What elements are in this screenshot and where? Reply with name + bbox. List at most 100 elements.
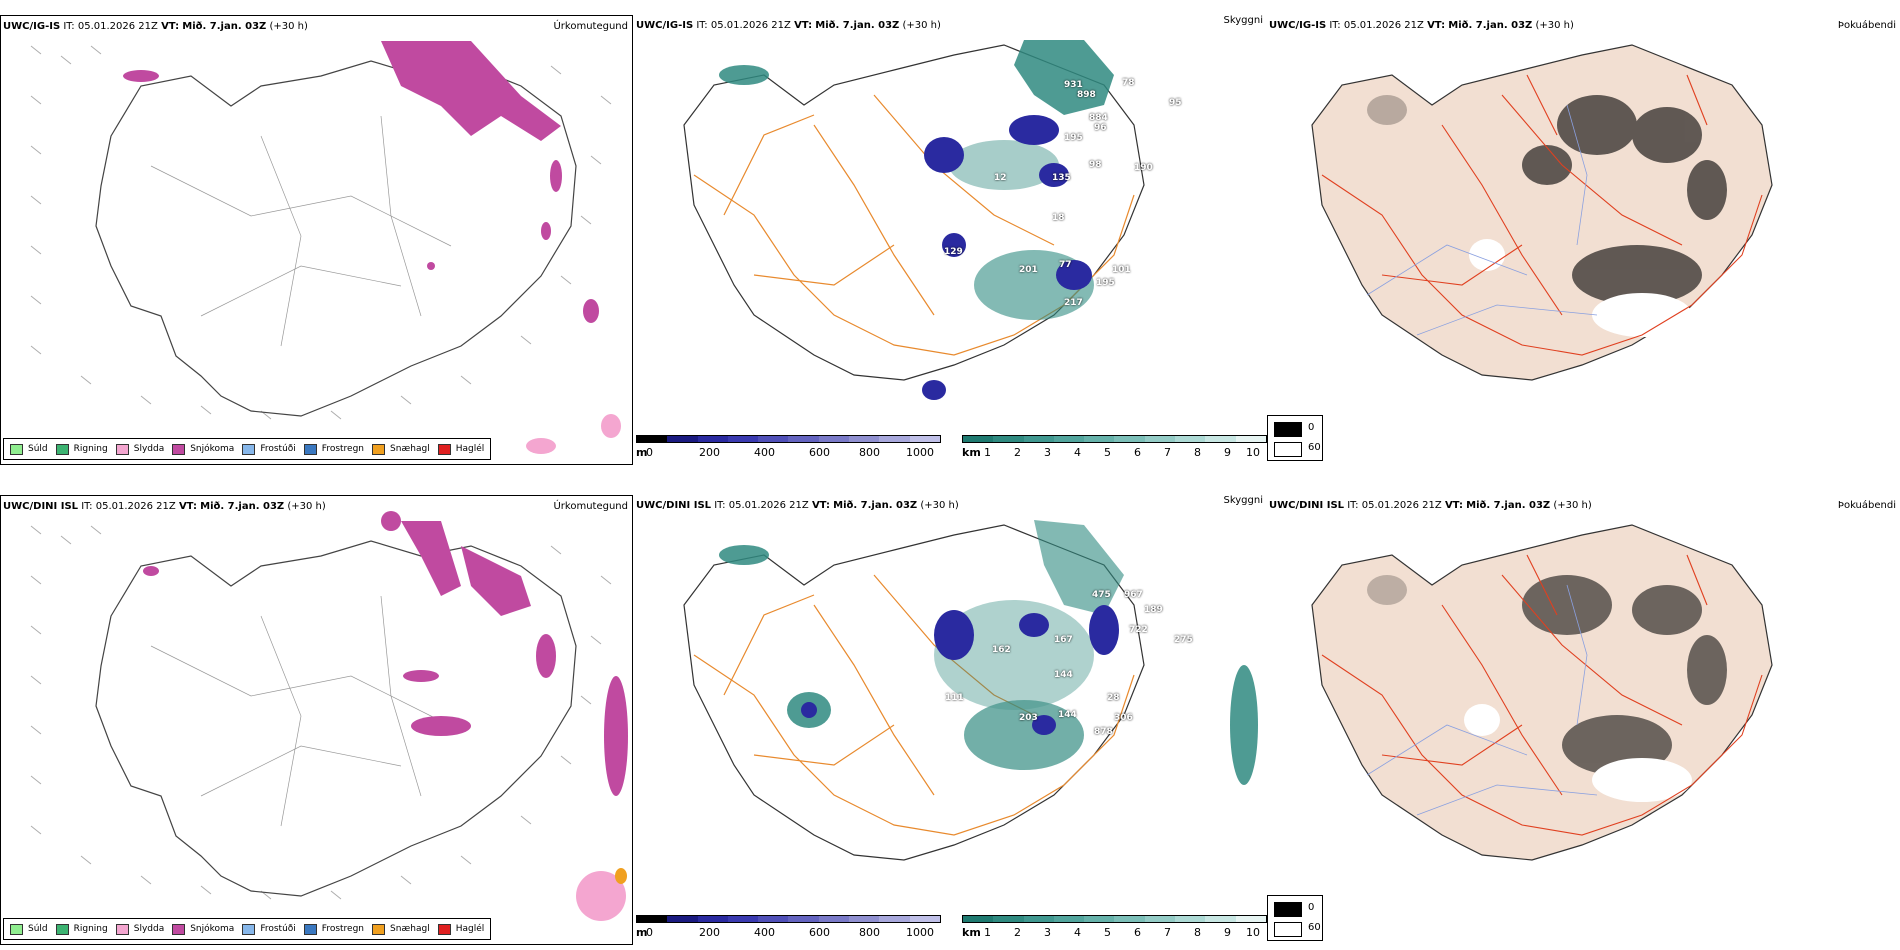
visibility-tick: 1 — [984, 446, 991, 459]
panel-title-fog-row1: Þokuábendi — [1837, 20, 1896, 31]
visibility-tick: 6 — [1134, 926, 1141, 939]
map-value-label: 135 — [1052, 173, 1071, 183]
precip-map-row2 — [30, 511, 628, 921]
map-value-label: 195 — [1096, 278, 1115, 288]
map-value-label: 162 — [992, 645, 1011, 655]
visibility-tick: 3 — [1044, 446, 1051, 459]
visibility-tick: 5 — [1104, 926, 1111, 939]
map-value-label: 12 — [994, 173, 1007, 183]
height-tick: 400 — [754, 926, 775, 939]
height-tick: 800 — [859, 446, 880, 459]
height-tick: 0 — [646, 446, 653, 459]
precip-legend-row2: Súld Rigning Slydda Snjókoma Frostúði Fr… — [3, 918, 492, 940]
legend-item-snaehagl: Snæhagl — [372, 923, 430, 935]
visibility-tick: 5 — [1104, 446, 1111, 459]
legend-item-snjokoma: Snjókoma — [172, 443, 234, 455]
height-tick: 0 — [646, 926, 653, 939]
visibility-panel-row2: UWC/DINI ISL IT: 05.01.2026 21Z VT: Mið.… — [634, 495, 1267, 945]
map-value-label: 78 — [1122, 78, 1135, 88]
visibility-map-row1 — [683, 40, 1145, 400]
visibility-tick: 3 — [1044, 926, 1051, 939]
header-row2-precip: UWC/DINI ISL IT: 05.01.2026 21Z VT: Mið.… — [3, 501, 326, 512]
map-value-label: 129 — [944, 247, 963, 257]
header-row1-fog: UWC/IG-IS IT: 05.01.2026 21Z VT: Mið. 7.… — [1269, 20, 1574, 31]
visibility-panel-row1: UWC/IG-IS IT: 05.01.2026 21Z VT: Mið. 7.… — [634, 15, 1267, 465]
visibility-tick: 7 — [1164, 926, 1171, 939]
visibility-tick: 2 — [1014, 446, 1021, 459]
legend-item-sudl: Súld — [10, 923, 48, 935]
visibility-tick: 2 — [1014, 926, 1021, 939]
legend-item-frostregn: Frostregn — [303, 923, 364, 935]
map-value-label: 28 — [1107, 693, 1120, 703]
fog-map-row2 — [1311, 524, 1773, 861]
visibility-tick: 4 — [1074, 926, 1081, 939]
visibility-tick: 10 — [1246, 926, 1260, 939]
map-value-label: 77 — [1059, 260, 1072, 270]
height-tick: 600 — [809, 926, 830, 939]
iceland-outline — [95, 60, 577, 417]
legend-item-snaehagl: Snæhagl — [372, 443, 430, 455]
legend-item-sudl: Súld — [10, 443, 48, 455]
visibility-tick: 9 — [1224, 446, 1231, 459]
precip-legend-row1: Súld Rigning Slydda Snjókoma Frostúði Fr… — [3, 438, 492, 460]
visibility-tick: 8 — [1194, 926, 1201, 939]
visibility-tick: 6 — [1134, 446, 1141, 459]
height-tick: 200 — [699, 926, 720, 939]
precip-type-panel-row1: UWC/IG-IS IT: 05.01.2026 21Z VT: Mið. 7.… — [0, 15, 633, 465]
map-value-label: 144 — [1054, 670, 1073, 680]
map-value-label: 475 — [1092, 590, 1111, 600]
visibility-unit: km — [962, 926, 981, 939]
map-value-label: 967 — [1124, 590, 1143, 600]
visibility-tick: 8 — [1194, 446, 1201, 459]
precip-type-panel-row2: UWC/DINI ISL IT: 05.01.2026 21Z VT: Mið.… — [0, 495, 633, 945]
visibility-colorbar — [962, 915, 1267, 923]
legend-item-frostregn: Frostregn — [303, 443, 364, 455]
fog-legend-row1: 0 60 — [1267, 415, 1323, 461]
visibility-tick: 9 — [1224, 926, 1231, 939]
height-tick: 600 — [809, 446, 830, 459]
map-value-label: 101 — [1112, 265, 1131, 275]
map-value-label: 111 — [945, 693, 964, 703]
map-value-label: 195 — [1064, 133, 1083, 143]
height-tick: 1000 — [906, 446, 934, 459]
visibility-tick: 10 — [1246, 446, 1260, 459]
fog-map-row1 — [1311, 44, 1773, 381]
iceland-outline — [95, 540, 577, 897]
map-value-label: 931 — [1064, 80, 1083, 90]
fog-panel-row2: UWC/DINI ISL IT: 05.01.2026 21Z VT: Mið.… — [1267, 495, 1900, 945]
map-value-label: 95 — [1169, 98, 1182, 108]
header-row1-precip: UWC/IG-IS IT: 05.01.2026 21Z VT: Mið. 7.… — [3, 21, 308, 32]
scales-row1: m 0 200 400 600 800 1000 km 1 2 3 4 5 6 … — [634, 435, 1267, 461]
header-row1-visibility: UWC/IG-IS IT: 05.01.2026 21Z VT: Mið. 7.… — [636, 20, 941, 31]
visibility-tick: 1 — [984, 926, 991, 939]
panel-title-fog-row2: Þokuábendi — [1837, 500, 1896, 511]
map-value-label: 201 — [1019, 265, 1038, 275]
height-colorbar — [636, 435, 941, 443]
map-value-label: 898 — [1077, 90, 1096, 100]
map-value-label: 98 — [1089, 160, 1102, 170]
panel-title-precip-row1: Úrkomutegund — [553, 21, 628, 32]
legend-item-haglel: Haglél — [437, 923, 484, 935]
panel-title-visibility-row1: Skyggni — [1223, 15, 1263, 26]
legend-item-rigning: Rigning — [55, 923, 108, 935]
fog-panel-row1: UWC/IG-IS IT: 05.01.2026 21Z VT: Mið. 7.… — [1267, 15, 1900, 465]
map-value-label: 167 — [1054, 635, 1073, 645]
visibility-map-row2 — [683, 520, 1258, 861]
legend-item-slydda: Slydda — [115, 443, 164, 455]
panel-title-visibility-row2: Skyggni — [1223, 495, 1263, 506]
legend-item-haglel: Haglél — [437, 443, 484, 455]
map-value-label: 884 — [1089, 113, 1108, 123]
fog-legend-label: 60 — [1308, 922, 1321, 933]
legend-item-frostudi: Frostúði — [242, 923, 296, 935]
fog-legend-row2: 0 60 — [1267, 895, 1323, 941]
map-value-label: 217 — [1064, 298, 1083, 308]
legend-item-rigning: Rigning — [55, 443, 108, 455]
legend-item-snjokoma: Snjókoma — [172, 923, 234, 935]
height-unit: m — [636, 446, 648, 459]
panel-title-precip-row2: Úrkomutegund — [553, 501, 628, 512]
map-value-label: 203 — [1019, 713, 1038, 723]
map-value-label: 306 — [1114, 713, 1133, 723]
precip-map-row1 — [30, 41, 621, 454]
height-tick: 200 — [699, 446, 720, 459]
legend-item-frostudi: Frostúði — [242, 443, 296, 455]
